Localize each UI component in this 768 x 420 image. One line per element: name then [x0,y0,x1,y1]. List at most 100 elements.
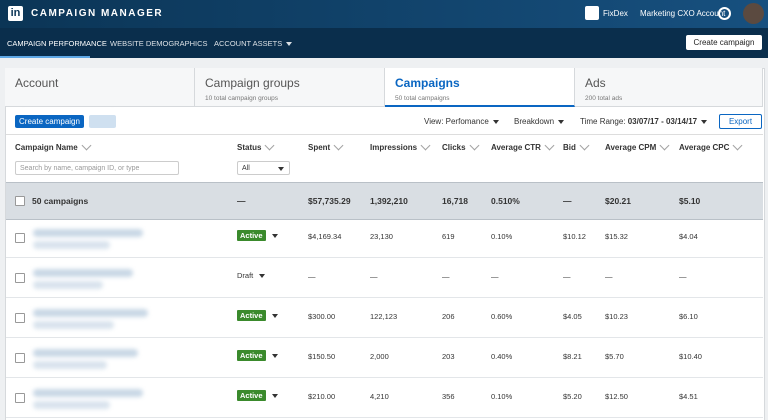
checkbox[interactable] [15,273,25,283]
search-input[interactable]: Search by name, campaign ID, or type [15,161,179,175]
create-campaign-button[interactable]: Create campaign [686,35,762,50]
card [5,68,765,420]
tab[interactable] [5,68,195,107]
cell: $6.10 [679,312,698,321]
cell: — [605,272,613,281]
status-badge: Active [237,310,266,321]
tab-title: Campaign groups [205,76,300,90]
summary-cell: $5.10 [679,196,701,206]
divider [6,134,763,135]
cell: — [442,272,450,281]
cell: — [679,272,687,281]
cell: — [370,272,378,281]
checkbox[interactable] [15,393,25,403]
summary-cell: $57,735.29 [308,196,351,206]
export-button[interactable]: Export [719,114,762,129]
row [6,218,763,258]
nav-active-underline [0,56,90,58]
cell: $5.70 [605,352,624,361]
nav-item[interactable]: ACCOUNT ASSETS [214,39,293,48]
campaign-name-blurred [33,269,133,289]
cell: $210.00 [308,392,336,401]
status-filter[interactable]: All [237,161,290,175]
cell: $300.00 [308,312,336,321]
status[interactable]: Active [237,310,278,321]
nav-bar [0,28,768,58]
column-header[interactable]: Spent [308,140,344,152]
summary-cell: 0.510% [491,196,520,206]
summary-cell: 50 campaigns [32,196,89,206]
column-header[interactable]: Average CTR [491,140,555,152]
row [6,378,763,418]
cell: $4.04 [679,232,698,241]
account[interactable]: Marketing CXO Account [640,9,726,18]
column-header[interactable]: Campaign Name [15,140,92,152]
cell: 122,123 [370,312,398,321]
breakdown-select[interactable]: Breakdown [514,117,565,126]
cell: 4,210 [370,392,389,401]
campaign-name-blurred [33,229,143,249]
cell: 206 [442,312,455,321]
status-text: Draft [237,271,254,280]
column-header[interactable]: Average CPC [679,140,743,152]
breakdown: Breakdown [514,117,555,126]
tab-subtitle: 10 total campaign groups [205,95,278,102]
status-badge: Active [237,390,266,401]
tab-subtitle: 200 total ads [585,95,623,102]
row [6,258,763,298]
cell: $10.40 [679,352,702,361]
checkbox[interactable] [15,196,25,206]
cell: 203 [442,352,455,361]
cell: 356 [442,392,455,401]
top-bar [0,0,768,28]
cell: — [308,272,316,281]
checkbox[interactable] [15,233,25,243]
nav-item[interactable]: CAMPAIGN PERFORMANCE [7,39,107,48]
status[interactable]: Draft [237,271,266,280]
view-select[interactable]: View: Perfomance [424,117,499,126]
logo[interactable]: in [8,6,23,21]
campaign-name-blurred [33,389,143,409]
nav-item[interactable]: WEBSITE DEMOGRAPHICS [110,39,208,48]
status[interactable]: Active [237,390,278,401]
status[interactable]: Active [237,230,278,241]
time-range-select[interactable]: Time Range: 03/07/17 - 03/14/17 [580,117,708,126]
cell: $4.51 [679,392,698,401]
cell: 0.10% [491,232,513,241]
status-badge: Active [237,230,266,241]
brand: CAMPAIGN MANAGER [31,8,164,19]
column-header[interactable]: Status [237,140,275,152]
avatar[interactable] [743,3,764,24]
column-header[interactable]: Clicks [442,140,480,152]
cell: 0.60% [491,312,513,321]
cell: $4,169.34 [308,232,342,241]
cell: $10.12 [563,232,586,241]
checkbox[interactable] [15,353,25,363]
cell: 23,130 [370,232,393,241]
column-header[interactable]: Average CPM [605,140,670,152]
column-header[interactable]: Impressions [370,140,431,152]
campaign-name-blurred [33,309,148,329]
create-campaign-button[interactable]: Create campaign [15,115,84,128]
company[interactable]: FixDex [603,9,628,18]
time-label: Time Range: [580,117,626,126]
tab[interactable] [195,68,385,107]
status[interactable]: Active [237,350,278,361]
cell: — [491,272,499,281]
tab[interactable] [575,68,763,107]
tab[interactable] [385,68,575,107]
cell: 619 [442,232,455,241]
column-header[interactable]: Bid [563,140,590,152]
cell: $12.50 [605,392,628,401]
status-badge: Active [237,350,266,361]
tab-title: Ads [585,76,606,90]
summary-cell: 1,392,210 [370,196,408,206]
cell: 2,000 [370,352,389,361]
cell: $15.32 [605,232,628,241]
campaign-name-blurred [33,349,138,369]
cell: $5.20 [563,392,582,401]
cell: $4.05 [563,312,582,321]
settings-icon[interactable] [718,7,731,20]
checkbox[interactable] [15,313,25,323]
